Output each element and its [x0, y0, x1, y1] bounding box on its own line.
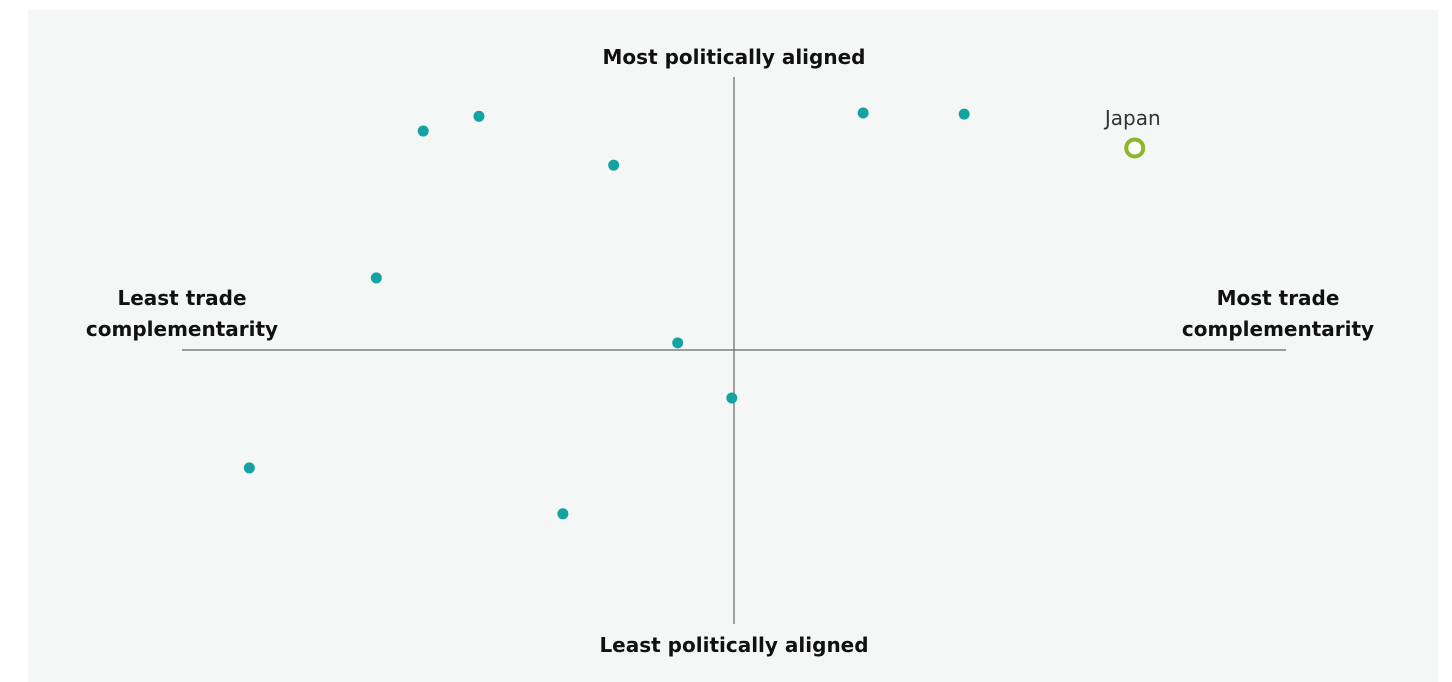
data-point-2: [473, 110, 485, 122]
data-points: [243, 107, 970, 520]
data-point-5: [958, 108, 970, 120]
data-point-6: [370, 272, 382, 284]
axis-label-left-line2: complementarity: [86, 317, 278, 341]
axis-label-right-line1: Most trade: [1217, 286, 1340, 310]
data-point-3: [608, 159, 620, 171]
chart-panel: Most politically aligned Least political…: [28, 10, 1438, 682]
highlight-points: Japan: [1103, 106, 1161, 159]
scatter-chart: Most politically aligned Least political…: [86, 45, 1374, 657]
data-point-9: [243, 462, 255, 474]
axis-label-top: Most politically aligned: [603, 45, 866, 69]
data-point-1: [417, 125, 429, 137]
data-point-8: [726, 392, 738, 404]
axis-label-left-line1: Least trade: [117, 286, 246, 310]
axis-label-bottom: Least politically aligned: [599, 633, 868, 657]
data-point-7: [672, 337, 684, 349]
highlight-point-1: [1124, 137, 1146, 159]
data-point-4: [857, 107, 869, 119]
axis-label-right-line2: complementarity: [1182, 317, 1374, 341]
point-label-1: Japan: [1103, 106, 1161, 130]
data-point-10: [557, 508, 569, 520]
